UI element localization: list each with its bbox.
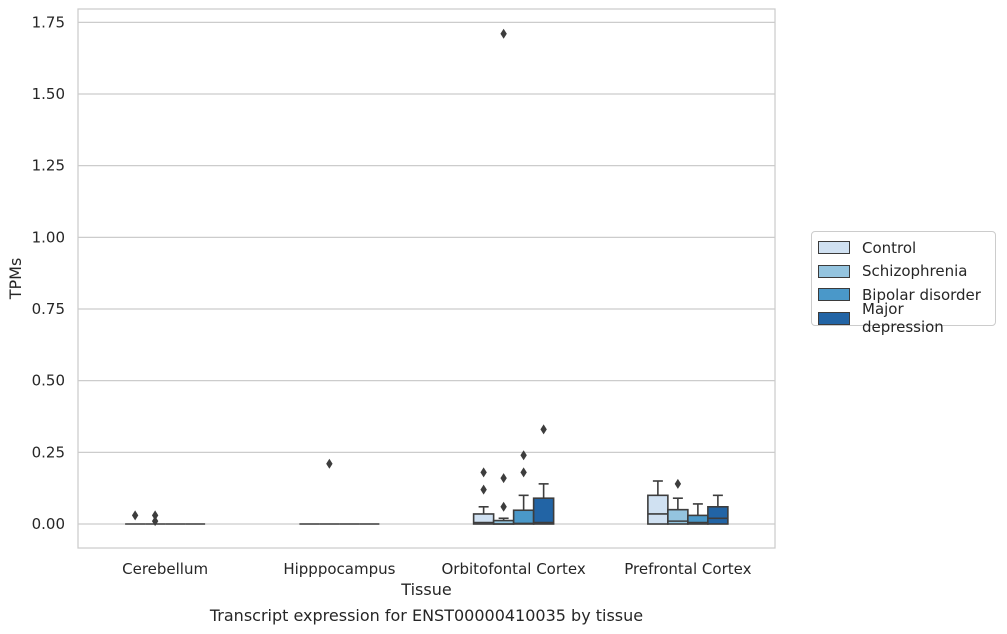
y-tick-label: 1.25: [32, 157, 65, 175]
plot-frame: [77, 8, 776, 549]
box-series: [125, 28, 729, 527]
outlier-point: [540, 424, 547, 435]
y-tick-label: 0.00: [32, 515, 65, 533]
box-major-depression: [532, 424, 555, 525]
outlier-point: [674, 478, 682, 489]
x-axis-title: Tissue: [400, 580, 451, 599]
y-tick-label: 1.75: [32, 13, 65, 31]
box-body: [707, 505, 729, 525]
box-schizophrenia: [667, 478, 689, 525]
legend-label: Bipolar disorder: [862, 285, 981, 304]
x-tick-label: Orbitofontal Cortex: [442, 560, 586, 578]
box-control: [647, 480, 669, 525]
legend-label: Control: [862, 238, 917, 257]
box-control: [125, 510, 146, 525]
outlier-point: [151, 516, 159, 527]
legend-swatch: [818, 288, 850, 302]
chart-caption: Transcript expression for ENST0000041003…: [209, 606, 644, 625]
legend-item: Bipolar disorder: [818, 283, 989, 307]
box-schizophrenia: [145, 510, 166, 527]
y-tick-label: 0.75: [32, 300, 65, 318]
box-schizophrenia: [319, 458, 340, 525]
legend-item: Control: [818, 236, 989, 260]
outlier-point: [326, 458, 333, 469]
y-tick-label: 0.25: [32, 443, 65, 461]
box-body: [647, 494, 669, 525]
y-tick-label: 1.00: [32, 228, 65, 246]
gridlines: [78, 21, 775, 525]
box-bipolar-disorder: [512, 450, 535, 525]
box-body: [472, 513, 495, 525]
x-tick-label: Hipppocampus: [283, 560, 395, 578]
box-schizophrenia: [492, 28, 515, 525]
legend-item: Major depression: [818, 300, 989, 336]
legend-label: Major depression: [862, 300, 944, 337]
box-major-depression: [707, 494, 729, 525]
x-tick-labels: Cerebellum Hipppocampus Orbitofontal Corte…: [122, 560, 751, 578]
outlier-point: [500, 28, 507, 39]
legend-swatch: [818, 311, 850, 325]
legend-label: Schizophrenia: [862, 262, 968, 281]
outlier-point: [480, 467, 487, 478]
outlier-point: [480, 484, 487, 495]
x-tick-label: Cerebellum: [122, 560, 208, 578]
legend: Control Schizophrenia Bipolar disorder Majo…: [811, 231, 996, 336]
y-tick-label: 0.50: [32, 372, 65, 390]
legend-swatch: [818, 264, 850, 278]
y-axis-title: TPMs: [6, 258, 25, 301]
outlier-point: [500, 501, 507, 512]
outlier-point: [520, 467, 527, 478]
box-body: [512, 509, 535, 525]
box-bipolar-disorder: [687, 503, 709, 525]
y-tick-label: 1.50: [32, 85, 65, 103]
outlier-point: [151, 510, 159, 521]
outlier-point: [500, 473, 507, 484]
legend-item: Schizophrenia: [818, 260, 989, 284]
y-tick-labels: 0.00 0.25 0.50 0.75 1.00 1.25 1.50 1.75: [32, 13, 65, 533]
outlier-point: [520, 450, 527, 461]
legend-swatch: [818, 241, 850, 255]
outlier-point: [131, 510, 139, 521]
box-control: [472, 467, 495, 525]
box-body: [532, 497, 555, 525]
x-tick-label: Prefrontal Cortex: [624, 560, 751, 578]
